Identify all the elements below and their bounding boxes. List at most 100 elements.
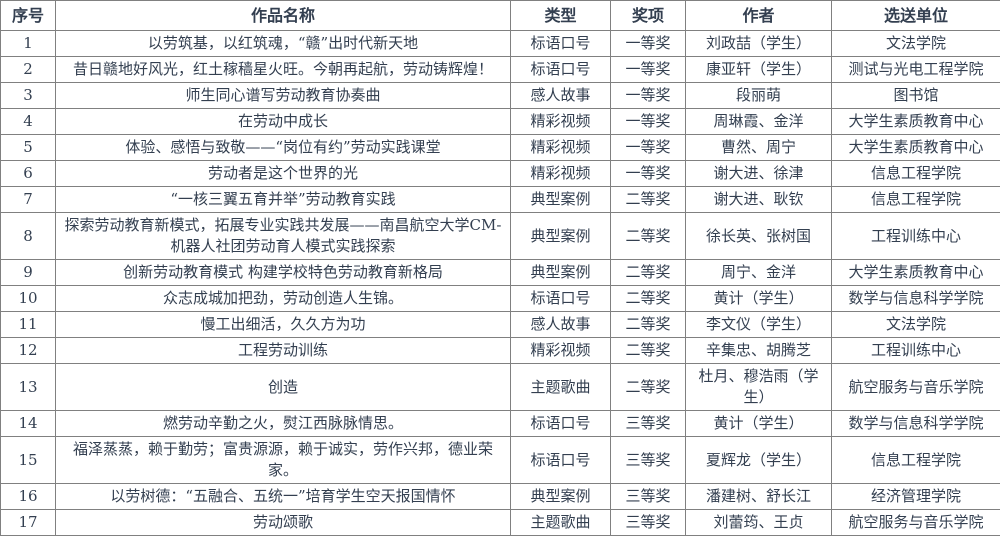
table-cell-title: 慢工出细活，久久方为功 xyxy=(55,311,511,338)
table-cell-author: 潘建树、舒长江 xyxy=(685,483,832,510)
table-cell-type: 标语口号 xyxy=(510,285,611,312)
table-cell-title: 创新劳动教育模式 构建学校特色劳动教育新格局 xyxy=(55,259,511,286)
table-cell-unit: 测试与光电工程学院 xyxy=(831,56,1000,83)
table-cell-unit: 数学与信息科学学院 xyxy=(831,410,1000,437)
table-cell-no: 6 xyxy=(0,160,56,187)
table-cell-author: 辛集忠、胡腾芝 xyxy=(685,337,832,364)
table-cell-title: 探索劳动教育新模式，拓展专业实践共发展——南昌航空大学CM-机器人社团劳动育人模… xyxy=(55,212,511,260)
table-cell-type: 标语口号 xyxy=(510,56,611,83)
table-cell-unit: 工程训练中心 xyxy=(831,212,1000,260)
table-cell-author: 夏辉龙（学生） xyxy=(685,436,832,484)
table-cell-type: 精彩视频 xyxy=(510,160,611,187)
table-cell-title: 以劳树德：“五融合、五统一”培育学生空天报国情怀 xyxy=(55,483,511,510)
table-cell-no: 15 xyxy=(0,436,56,484)
table-cell-author: 徐长英、张树国 xyxy=(685,212,832,260)
header-row: 序号 作品名称 类型 奖项 作者 选送单位 xyxy=(0,0,1000,31)
table-cell-author: 黄计（学生） xyxy=(685,410,832,437)
table-cell-award: 一等奖 xyxy=(610,160,686,187)
table-cell-no: 4 xyxy=(0,108,56,135)
table-row: 14 燃劳动辛勤之火，熨江西脉脉情思。 标语口号 三等奖 黄计（学生） 数学与信息科学学院 xyxy=(0,410,1000,437)
table-cell-no: 9 xyxy=(0,259,56,286)
table-row: 3 师生同心谱写劳动教育协奏曲 感人故事 一等奖 段丽萌 图书馆 xyxy=(0,82,1000,109)
table-cell-no: 8 xyxy=(0,212,56,260)
table-cell-author: 刘蕾筠、王贞 xyxy=(685,509,832,536)
table-cell-award: 一等奖 xyxy=(610,30,686,57)
table-cell-award: 二等奖 xyxy=(610,311,686,338)
table-row: 13 创造 主题歌曲 二等奖 杜月、穆浩雨（学生） 航空服务与音乐学院 xyxy=(0,363,1000,411)
table-cell-no: 1 xyxy=(0,30,56,57)
table-cell-no: 17 xyxy=(0,509,56,536)
table-cell-no: 12 xyxy=(0,337,56,364)
table-cell-unit: 文法学院 xyxy=(831,30,1000,57)
table-cell-unit: 大学生素质教育中心 xyxy=(831,108,1000,135)
table-cell-unit: 信息工程学院 xyxy=(831,436,1000,484)
table-cell-award: 三等奖 xyxy=(610,509,686,536)
table-cell-no: 10 xyxy=(0,285,56,312)
table-cell-award: 二等奖 xyxy=(610,186,686,213)
table-cell-no: 13 xyxy=(0,363,56,411)
table-cell-award: 二等奖 xyxy=(610,259,686,286)
table-header: 序号 作品名称 类型 奖项 作者 选送单位 xyxy=(0,0,1000,31)
table-cell-award: 二等奖 xyxy=(610,212,686,260)
table-cell-author: 曹然、周宁 xyxy=(685,134,832,161)
table-cell-award: 三等奖 xyxy=(610,436,686,484)
table-row: 4 在劳动中成长 精彩视频 一等奖 周琳霞、金洋 大学生素质教育中心 xyxy=(0,108,1000,135)
table-cell-no: 3 xyxy=(0,82,56,109)
column-header-author: 作者 xyxy=(685,0,832,31)
table-cell-award: 一等奖 xyxy=(610,56,686,83)
table-cell-unit: 航空服务与音乐学院 xyxy=(831,363,1000,411)
table-cell-title: 师生同心谱写劳动教育协奏曲 xyxy=(55,82,511,109)
column-header-unit: 选送单位 xyxy=(831,0,1000,31)
table-cell-unit: 数学与信息科学学院 xyxy=(831,285,1000,312)
table-cell-type: 精彩视频 xyxy=(510,108,611,135)
table-body: 1 以劳筑基，以红筑魂，“赣”出时代新天地 标语口号 一等奖 刘政喆（学生） 文法学院 2 昔… xyxy=(0,30,1000,536)
table-cell-no: 2 xyxy=(0,56,56,83)
table-cell-type: 精彩视频 xyxy=(510,134,611,161)
table-cell-type: 典型案例 xyxy=(510,212,611,260)
table-cell-author: 杜月、穆浩雨（学生） xyxy=(685,363,832,411)
table-cell-title: 体验、感悟与致敬——“岗位有约”劳动实践课堂 xyxy=(55,134,511,161)
table-cell-no: 11 xyxy=(0,311,56,338)
table-cell-author: 谢大进、徐津 xyxy=(685,160,832,187)
table-cell-award: 三等奖 xyxy=(610,410,686,437)
table-cell-unit: 信息工程学院 xyxy=(831,160,1000,187)
table-cell-title: 在劳动中成长 xyxy=(55,108,511,135)
table-cell-unit: 文法学院 xyxy=(831,311,1000,338)
table-cell-title: 工程劳动训练 xyxy=(55,337,511,364)
table-cell-author: 刘政喆（学生） xyxy=(685,30,832,57)
table-cell-award: 二等奖 xyxy=(610,363,686,411)
table-row: 9 创新劳动教育模式 构建学校特色劳动教育新格局 典型案例 二等奖 周宁、金洋 大学生素质… xyxy=(0,259,1000,286)
table-cell-type: 标语口号 xyxy=(510,410,611,437)
table-cell-title: 众志成城加把劲，劳动创造人生锦。 xyxy=(55,285,511,312)
table-cell-author: 周宁、金洋 xyxy=(685,259,832,286)
table-cell-title: 福泽蒸蒸，赖于勤劳；富贵源源，赖于诚实，劳作兴邦，德业荣家。 xyxy=(55,436,511,484)
table-cell-type: 感人故事 xyxy=(510,82,611,109)
column-header-award: 奖项 xyxy=(610,0,686,31)
table-cell-title: 劳动颂歌 xyxy=(55,509,511,536)
table-row: 7 “一核三翼五育并举”劳动教育实践 典型案例 二等奖 谢大进、耿钦 信息工程学院 xyxy=(0,186,1000,213)
table-cell-unit: 经济管理学院 xyxy=(831,483,1000,510)
table-cell-award: 一等奖 xyxy=(610,82,686,109)
table-row: 12 工程劳动训练 精彩视频 二等奖 辛集忠、胡腾芝 工程训练中心 xyxy=(0,337,1000,364)
table-cell-type: 主题歌曲 xyxy=(510,363,611,411)
table-cell-no: 14 xyxy=(0,410,56,437)
table-cell-award: 三等奖 xyxy=(610,483,686,510)
table-cell-award: 二等奖 xyxy=(610,337,686,364)
table-cell-type: 主题歌曲 xyxy=(510,509,611,536)
table-row: 6 劳动者是这个世界的光 精彩视频 一等奖 谢大进、徐津 信息工程学院 xyxy=(0,160,1000,187)
table-cell-award: 二等奖 xyxy=(610,285,686,312)
table-cell-type: 典型案例 xyxy=(510,259,611,286)
table-cell-type: 标语口号 xyxy=(510,436,611,484)
column-header-no: 序号 xyxy=(0,0,56,31)
table-cell-title: 劳动者是这个世界的光 xyxy=(55,160,511,187)
table-cell-type: 典型案例 xyxy=(510,186,611,213)
table-row: 11 慢工出细活，久久方为功 感人故事 二等奖 李文仪（学生） 文法学院 xyxy=(0,311,1000,338)
table-cell-author: 段丽萌 xyxy=(685,82,832,109)
table-cell-title: 创造 xyxy=(55,363,511,411)
table-cell-author: 黄计（学生） xyxy=(685,285,832,312)
table-cell-author: 周琳霞、金洋 xyxy=(685,108,832,135)
table-row: 1 以劳筑基，以红筑魂，“赣”出时代新天地 标语口号 一等奖 刘政喆（学生） 文法学院 xyxy=(0,30,1000,57)
column-header-title: 作品名称 xyxy=(55,0,511,31)
table-cell-unit: 工程训练中心 xyxy=(831,337,1000,364)
